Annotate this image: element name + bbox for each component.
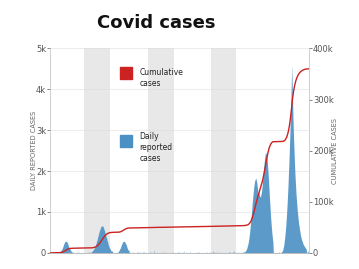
Text: Covid cases: Covid cases xyxy=(97,14,215,32)
Text: Cumulative
cases: Cumulative cases xyxy=(139,68,183,88)
Y-axis label: DAILY REPORTED CASES: DAILY REPORTED CASES xyxy=(32,111,37,190)
Text: Daily
reported
cases: Daily reported cases xyxy=(139,132,173,164)
Bar xyxy=(210,48,236,253)
Bar xyxy=(84,48,110,253)
Bar xyxy=(149,48,174,253)
FancyBboxPatch shape xyxy=(120,67,132,79)
FancyBboxPatch shape xyxy=(120,134,132,147)
Y-axis label: CUMULATIVE CASES: CUMULATIVE CASES xyxy=(332,118,338,184)
